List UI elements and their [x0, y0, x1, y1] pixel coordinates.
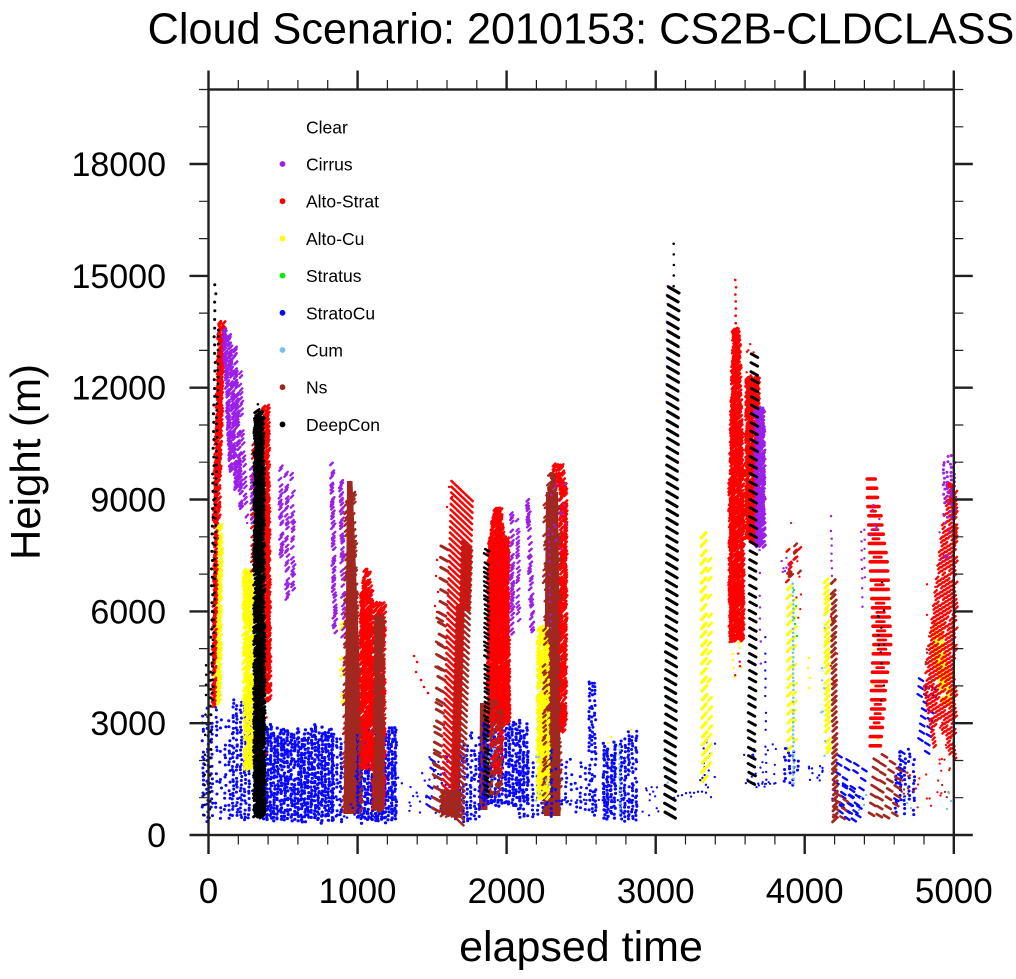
svg-text:18000: 18000 — [71, 146, 166, 184]
svg-text:3000: 3000 — [90, 705, 166, 743]
svg-text:Height (m): Height (m) — [2, 364, 49, 560]
svg-text:Alto-Cu: Alto-Cu — [306, 229, 364, 249]
svg-text:0: 0 — [199, 872, 218, 911]
svg-text:4000: 4000 — [766, 872, 844, 911]
svg-text:2000: 2000 — [468, 872, 546, 911]
svg-text:12000: 12000 — [71, 370, 166, 408]
svg-text:elapsed time: elapsed time — [459, 923, 703, 971]
svg-text:Stratus: Stratus — [306, 266, 362, 286]
svg-text:15000: 15000 — [71, 258, 166, 296]
svg-text:Clear: Clear — [306, 117, 348, 137]
svg-text:9000: 9000 — [90, 482, 166, 520]
svg-text:Ns: Ns — [306, 378, 328, 398]
svg-text:DeepCon: DeepCon — [306, 415, 380, 435]
svg-text:Alto-Strat: Alto-Strat — [306, 192, 379, 212]
svg-text:5000: 5000 — [915, 872, 993, 911]
svg-text:Cum: Cum — [306, 341, 343, 361]
svg-text:Cloud Scenario: 2010153: CS2B-: Cloud Scenario: 2010153: CS2B-CLDCLASS — [148, 6, 1015, 54]
svg-text:6000: 6000 — [90, 593, 166, 631]
svg-text:0: 0 — [147, 817, 166, 855]
svg-text:StratoCu: StratoCu — [306, 303, 375, 323]
svg-text:1000: 1000 — [319, 872, 397, 911]
svg-text:Cirrus: Cirrus — [306, 155, 353, 175]
svg-text:3000: 3000 — [617, 872, 695, 911]
